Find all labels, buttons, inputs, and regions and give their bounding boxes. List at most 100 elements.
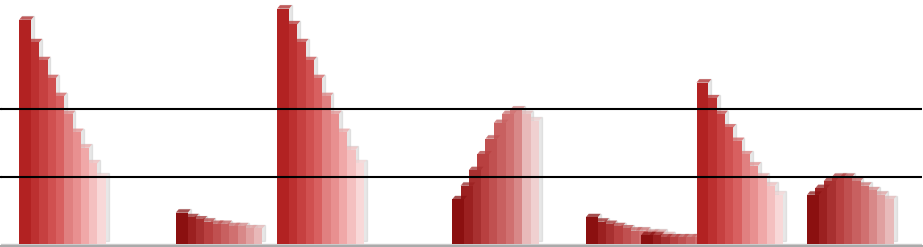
- Polygon shape: [630, 227, 642, 241]
- Polygon shape: [305, 57, 317, 241]
- Polygon shape: [647, 229, 659, 241]
- Polygon shape: [826, 178, 838, 241]
- Polygon shape: [677, 234, 689, 241]
- Bar: [675, 237, 687, 244]
- Bar: [335, 132, 347, 244]
- Polygon shape: [36, 57, 51, 60]
- Polygon shape: [346, 146, 358, 241]
- Polygon shape: [220, 221, 232, 241]
- Polygon shape: [184, 214, 198, 217]
- Polygon shape: [354, 160, 366, 241]
- Bar: [519, 114, 531, 244]
- Polygon shape: [694, 234, 706, 241]
- Polygon shape: [330, 111, 342, 241]
- Bar: [738, 154, 750, 244]
- Polygon shape: [488, 135, 500, 241]
- Bar: [477, 154, 489, 244]
- Polygon shape: [702, 236, 714, 241]
- Polygon shape: [605, 221, 617, 241]
- Polygon shape: [843, 173, 855, 241]
- Polygon shape: [722, 124, 737, 127]
- Polygon shape: [873, 191, 888, 195]
- Polygon shape: [178, 209, 190, 241]
- Polygon shape: [288, 21, 300, 241]
- Bar: [343, 150, 355, 244]
- Polygon shape: [245, 225, 257, 241]
- Bar: [636, 231, 648, 244]
- Polygon shape: [53, 93, 67, 96]
- Polygon shape: [711, 236, 723, 241]
- Polygon shape: [653, 229, 667, 233]
- Polygon shape: [192, 216, 207, 219]
- Bar: [873, 195, 885, 244]
- Polygon shape: [733, 138, 745, 241]
- Polygon shape: [589, 214, 601, 241]
- Bar: [603, 224, 615, 244]
- Bar: [705, 98, 717, 244]
- Polygon shape: [497, 120, 509, 241]
- Polygon shape: [597, 218, 609, 241]
- Polygon shape: [64, 111, 76, 241]
- Polygon shape: [452, 196, 467, 199]
- Polygon shape: [818, 185, 830, 241]
- Polygon shape: [313, 75, 325, 241]
- Bar: [86, 163, 98, 244]
- Polygon shape: [211, 221, 223, 241]
- Polygon shape: [669, 234, 681, 241]
- Polygon shape: [619, 225, 634, 228]
- Polygon shape: [747, 162, 761, 165]
- Bar: [653, 233, 665, 244]
- Polygon shape: [327, 111, 342, 114]
- Polygon shape: [840, 173, 855, 177]
- Bar: [666, 237, 678, 244]
- Bar: [327, 114, 339, 244]
- Polygon shape: [881, 196, 896, 199]
- Polygon shape: [209, 221, 223, 224]
- Polygon shape: [97, 173, 109, 241]
- Polygon shape: [485, 135, 500, 139]
- Bar: [44, 78, 56, 244]
- Bar: [722, 127, 734, 244]
- Bar: [285, 24, 297, 244]
- Polygon shape: [236, 223, 248, 241]
- Polygon shape: [521, 111, 533, 241]
- Polygon shape: [848, 178, 863, 181]
- Polygon shape: [234, 223, 248, 226]
- Polygon shape: [217, 221, 232, 224]
- Polygon shape: [766, 182, 777, 241]
- Polygon shape: [44, 75, 59, 78]
- Polygon shape: [700, 236, 714, 240]
- Bar: [250, 228, 262, 244]
- Polygon shape: [716, 111, 728, 241]
- Bar: [661, 235, 673, 244]
- Polygon shape: [527, 117, 542, 121]
- Polygon shape: [352, 160, 366, 163]
- Bar: [823, 181, 835, 244]
- Polygon shape: [644, 229, 659, 233]
- Bar: [594, 222, 606, 244]
- Polygon shape: [343, 146, 358, 150]
- Bar: [78, 148, 90, 244]
- Polygon shape: [655, 229, 667, 241]
- Polygon shape: [650, 232, 665, 235]
- Polygon shape: [691, 234, 706, 237]
- Polygon shape: [741, 151, 753, 241]
- Bar: [815, 188, 827, 244]
- Bar: [461, 186, 473, 244]
- Polygon shape: [834, 173, 846, 241]
- Bar: [494, 123, 506, 244]
- Bar: [865, 190, 877, 244]
- Polygon shape: [749, 162, 761, 241]
- Polygon shape: [200, 218, 215, 222]
- Polygon shape: [832, 173, 846, 177]
- Polygon shape: [338, 128, 350, 241]
- Bar: [644, 233, 656, 244]
- Bar: [217, 224, 229, 244]
- Bar: [175, 213, 187, 244]
- Bar: [61, 114, 73, 244]
- Polygon shape: [611, 223, 626, 226]
- Bar: [200, 222, 212, 244]
- Polygon shape: [253, 225, 265, 241]
- Bar: [683, 237, 695, 244]
- Bar: [807, 195, 819, 244]
